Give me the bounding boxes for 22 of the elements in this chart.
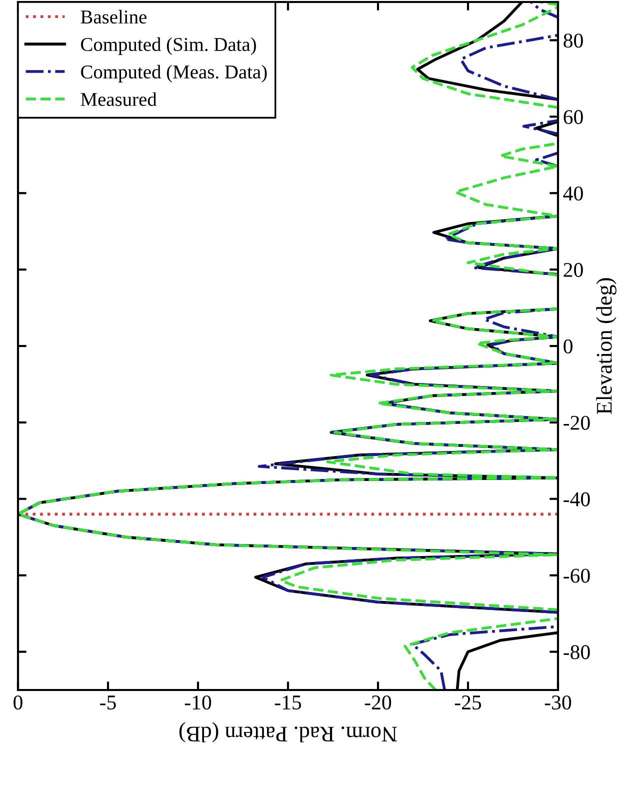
legend-label: Computed (Meas. Data)	[81, 64, 267, 82]
y-tick-label: -40	[564, 492, 590, 506]
y-tick-label: 60	[564, 110, 583, 124]
y-tick-label: 80	[564, 34, 583, 48]
x-tick-label: -10	[184, 695, 212, 710]
x-tick-label: -30	[544, 695, 572, 710]
y-tick-label: 40	[563, 186, 583, 201]
x-tick-label: -25	[454, 696, 482, 710]
legend-label: Baseline	[80, 10, 147, 24]
x-tick-label: -20	[364, 695, 392, 710]
x-tick-label: -5	[100, 696, 116, 710]
y-tick-label: 20	[564, 262, 583, 277]
x-tick-label: -15	[274, 696, 302, 710]
y-tick-label: -80	[564, 645, 590, 660]
legend-label: Computed (Sim. Data)	[81, 37, 256, 56]
y-tick-label: -20	[564, 416, 590, 430]
y-tick-label: -60	[564, 568, 590, 583]
x-tick-label: 0	[14, 695, 22, 710]
y-axis-title: Elevation (deg)	[596, 278, 616, 414]
y-tick-label: 0	[564, 339, 572, 354]
x-axis-title: Norm. Rad. Pattern (dB)	[179, 722, 397, 742]
legend-label: Measured	[80, 92, 157, 106]
